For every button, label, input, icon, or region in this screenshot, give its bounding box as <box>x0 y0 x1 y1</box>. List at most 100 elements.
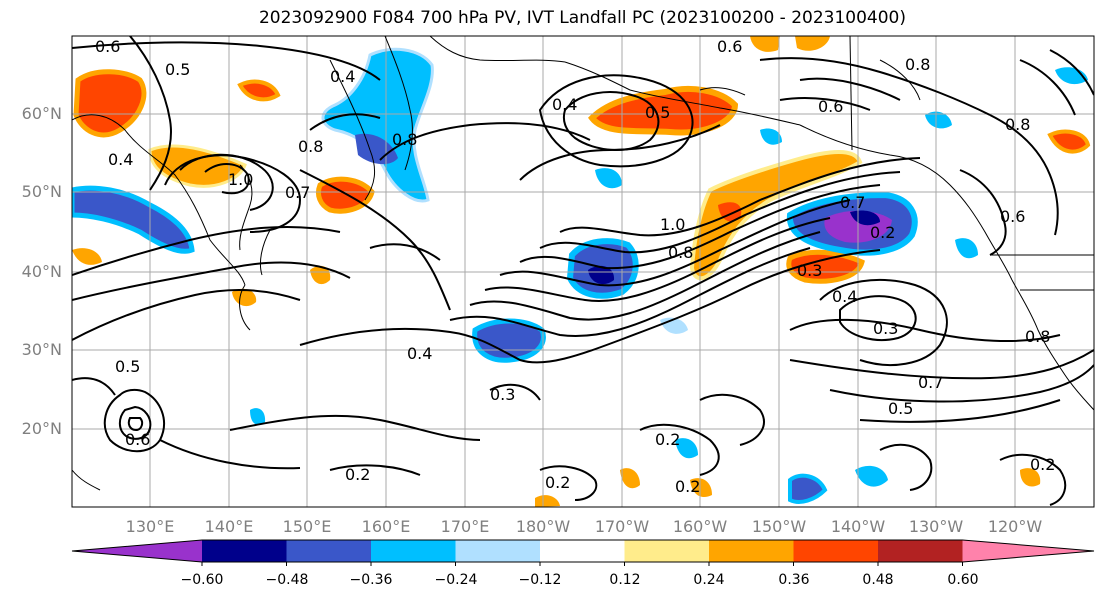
contour-label: 1.0 <box>228 170 253 189</box>
lat-label: 40°N <box>22 262 62 281</box>
lat-labels: 60°N 50°N 40°N 30°N 20°N <box>22 104 62 438</box>
map-panel: 0.6 0.5 0.4 0.6 0.4 0.5 0.8 0.6 0.8 0.8 … <box>72 36 1094 507</box>
shade-cool-ne2 <box>955 238 978 259</box>
contour-label: 0.6 <box>818 97 843 116</box>
colorbar-tick-label: 0.24 <box>693 572 724 588</box>
contour-label: 0.5 <box>645 103 670 122</box>
colorbar-swatch <box>878 540 963 562</box>
shade-cool-bering <box>595 168 622 189</box>
shade-cool-s1 <box>788 473 828 504</box>
lon-label: 130°E <box>126 517 175 536</box>
lon-labels: 130°E 140°E 150°E 160°E 170°E 180°W 170°… <box>126 517 1043 536</box>
lon-label: 180°W <box>516 517 571 536</box>
shade-cool-ne <box>925 111 952 129</box>
shade-warm-nw <box>73 69 147 138</box>
contour-label: 0.6 <box>95 37 120 56</box>
colorbar-tick-label: 0.12 <box>609 572 640 588</box>
lon-label: 150°E <box>283 517 332 536</box>
colorbar-swatch <box>540 540 625 562</box>
lon-label: 140°E <box>205 517 254 536</box>
colorbar-swatch <box>793 540 879 562</box>
colorbar-tick-label: 0.36 <box>778 572 809 588</box>
lon-label: 120°W <box>988 517 1043 536</box>
colorbar-swatch <box>202 540 287 562</box>
contour-label: 0.3 <box>490 385 515 404</box>
lon-label: 170°W <box>595 517 650 536</box>
shade-warm-k2 <box>237 79 281 102</box>
contour-label: 1.0 <box>660 215 685 234</box>
lat-label: 50°N <box>22 182 62 201</box>
contour-label: 0.2 <box>870 223 895 242</box>
contour-label: 0.8 <box>1005 115 1030 134</box>
contour-label: 0.6 <box>1000 207 1025 226</box>
contour-label: 0.4 <box>330 67 355 86</box>
shade-warm-gulf <box>689 150 863 281</box>
contour-label: 0.5 <box>888 399 913 418</box>
shade-warm-s4 <box>1020 468 1041 487</box>
colorbar <box>71 539 1095 566</box>
shade-warm-k1 <box>232 288 257 307</box>
contour-label: 0.5 <box>115 357 140 376</box>
contour-label: 0.8 <box>392 130 417 149</box>
shade-cool-ne3 <box>760 128 782 145</box>
contour-label: 0.2 <box>1030 455 1055 474</box>
shade-cool-mid-core <box>588 265 615 285</box>
contour-label: 0.2 <box>545 473 570 492</box>
coastlines <box>72 36 1094 491</box>
shade-cool-west <box>72 185 195 254</box>
colorbar-tick-label: −0.48 <box>266 572 309 588</box>
colorbar-extend-min <box>72 540 202 562</box>
lon-label: 170°E <box>441 517 490 536</box>
shade-warm-top2 <box>795 36 830 51</box>
contour-label: 0.8 <box>668 243 693 262</box>
shade-cool-s4 <box>250 408 266 425</box>
contour-label: 0.8 <box>905 55 930 74</box>
colorbar-swatch <box>624 540 710 562</box>
colorbar-extend-max <box>962 540 1094 562</box>
shade-warm-s1 <box>620 468 640 489</box>
shade-warm-top <box>750 36 780 52</box>
contour-label: 0.7 <box>918 373 943 392</box>
contour-label: 0.8 <box>1025 327 1050 346</box>
colorbar-labels: −0.60 −0.48 −0.36 −0.24 −0.12 0.12 0.24 … <box>181 572 979 588</box>
contour-label: 0.3 <box>797 261 822 280</box>
colorbar-swatch <box>286 540 372 562</box>
contour-label: 0.4 <box>832 287 857 306</box>
colorbar-tick-label: −0.12 <box>519 572 562 588</box>
contour-label: 0.6 <box>125 430 150 449</box>
lon-label: 160°W <box>673 517 728 536</box>
colorbar-swatch <box>709 540 794 562</box>
shade-cool-s3 <box>675 438 698 459</box>
contour-label: 0.6 <box>717 37 742 56</box>
shade-warm-m <box>310 265 331 285</box>
lat-label: 30°N <box>22 340 62 359</box>
lon-label: 140°W <box>831 517 886 536</box>
shade-warm-ne <box>1047 129 1091 154</box>
contour-label: 0.7 <box>285 183 310 202</box>
map-frame <box>71 35 1095 508</box>
contour-labels: 0.6 0.5 0.4 0.6 0.4 0.5 0.8 0.6 0.8 0.8 … <box>95 37 1055 496</box>
colorbar-tick-label: 0.60 <box>947 572 978 588</box>
shade-warm-s2 <box>690 478 712 498</box>
contour-label: 0.2 <box>345 465 370 484</box>
lat-label: 20°N <box>22 419 62 438</box>
colorbar-tick-label: −0.36 <box>350 572 393 588</box>
contour-label: 0.2 <box>655 430 680 449</box>
contour-label: 0.7 <box>840 193 865 212</box>
lon-label: 160°E <box>362 517 411 536</box>
lat-label: 60°N <box>22 104 62 123</box>
contour-label: 0.3 <box>873 319 898 338</box>
colorbar-swatch <box>371 540 456 562</box>
shade-cool-s2 <box>855 465 888 487</box>
shade-cool-okhotsk-core <box>355 133 398 165</box>
contour-label: 0.4 <box>407 344 432 363</box>
shade-warm-bering <box>588 85 739 136</box>
colorbar-tick-label: −0.24 <box>435 572 478 588</box>
contours <box>72 36 1094 506</box>
shade-cool-okhotsk <box>321 47 434 203</box>
colorbar-tick-label: 0.48 <box>862 572 893 588</box>
contour-label: 0.4 <box>108 150 133 169</box>
lon-label: 150°W <box>752 517 807 536</box>
shade-warm-s3 <box>535 495 560 507</box>
